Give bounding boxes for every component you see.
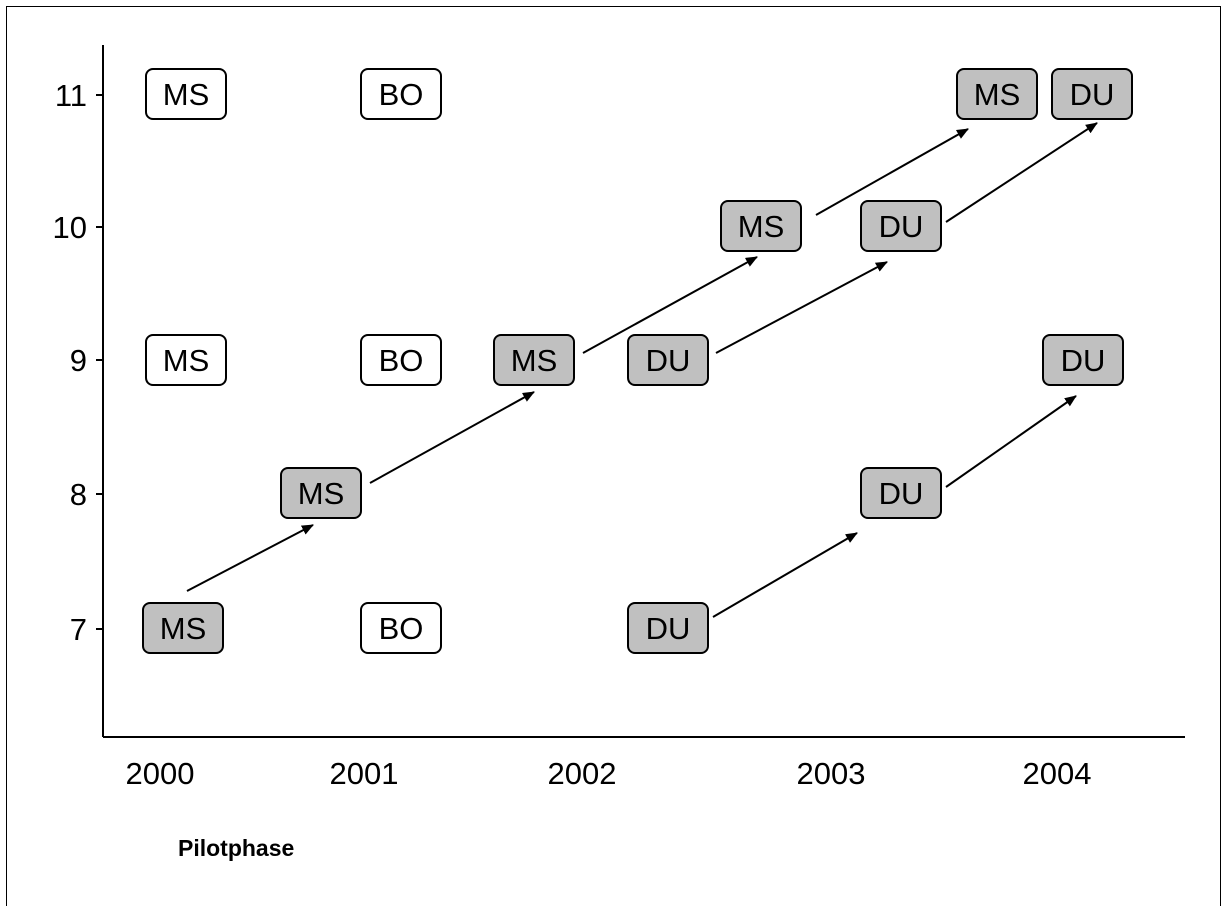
node-box-bo: BO xyxy=(360,68,442,120)
node-box-label: DU xyxy=(646,343,691,378)
node-box-label: DU xyxy=(879,209,924,244)
node-box-label: MS xyxy=(738,209,785,244)
node-box-label: MS xyxy=(974,77,1021,112)
node-box-label: DU xyxy=(1070,77,1115,112)
node-box-rect xyxy=(860,200,942,252)
y-ticks: 7 8 9 10 11 xyxy=(53,78,103,647)
node-box-label: MS xyxy=(160,611,207,646)
progression-arrow xyxy=(715,261,888,354)
node-box-rect xyxy=(360,602,442,654)
node-box-label: DU xyxy=(879,476,924,511)
node-box-rect xyxy=(627,334,709,386)
x-tick-label: 2002 xyxy=(548,756,617,791)
node-box-rect xyxy=(956,68,1038,120)
node-box-du: DU xyxy=(860,467,942,519)
node-box-rect xyxy=(360,334,442,386)
progression-arrow xyxy=(712,532,858,618)
node-box-bo: BO xyxy=(360,334,442,386)
node-box-label: DU xyxy=(646,611,691,646)
pilotphase-label: Pilotphase xyxy=(178,835,295,861)
y-tick-label: 8 xyxy=(70,477,87,512)
progression-arrow xyxy=(186,524,314,592)
node-box-du: DU xyxy=(860,200,942,252)
node-box-rect xyxy=(360,68,442,120)
x-tick-label: 2004 xyxy=(1023,756,1092,791)
node-box-label: MS xyxy=(163,343,210,378)
progression-arrow xyxy=(945,395,1077,488)
node-box-ms: MS xyxy=(956,68,1038,120)
node-box-label: BO xyxy=(379,77,424,112)
diagram-frame xyxy=(6,6,1221,906)
x-ticks: 2000 2001 2002 2003 2004 xyxy=(126,756,1092,791)
node-box-label: BO xyxy=(379,343,424,378)
node-box-rect xyxy=(280,467,362,519)
y-tick-label: 9 xyxy=(70,343,87,378)
node-box-ms: MS xyxy=(720,200,802,252)
boxes-layer: MS BO MS DU MS DU MS BO MS DU DU MS DU MS BO DU xyxy=(142,68,1133,654)
x-tick-label: 2001 xyxy=(330,756,399,791)
node-box-rect xyxy=(145,68,227,120)
node-box-rect xyxy=(145,334,227,386)
node-box-rect xyxy=(1042,334,1124,386)
node-box-rect xyxy=(627,602,709,654)
node-box-du: DU xyxy=(627,602,709,654)
node-box-du: DU xyxy=(627,334,709,386)
node-box-rect xyxy=(720,200,802,252)
y-tick-label: 11 xyxy=(55,78,87,113)
node-box-rect xyxy=(142,602,224,654)
y-tick-label: 10 xyxy=(53,210,87,245)
node-box-label: MS xyxy=(511,343,558,378)
x-tick-label: 2000 xyxy=(126,756,195,791)
node-box-label: MS xyxy=(298,476,345,511)
node-box-ms: MS xyxy=(280,467,362,519)
node-box-rect xyxy=(493,334,575,386)
node-box-du: DU xyxy=(1051,68,1133,120)
progression-arrow xyxy=(945,122,1098,223)
node-box-label: DU xyxy=(1061,343,1106,378)
node-box-rect xyxy=(860,467,942,519)
x-tick-label: 2003 xyxy=(797,756,866,791)
y-tick-label: 7 xyxy=(70,612,87,647)
node-box-ms: MS xyxy=(145,334,227,386)
node-box-ms: MS xyxy=(145,68,227,120)
node-box-ms: MS xyxy=(142,602,224,654)
arrows-layer xyxy=(186,122,1098,618)
node-box-label: MS xyxy=(163,77,210,112)
node-box-du: DU xyxy=(1042,334,1124,386)
progression-arrow xyxy=(815,128,969,216)
node-box-ms: MS xyxy=(493,334,575,386)
progression-arrow xyxy=(582,256,758,354)
progression-arrow xyxy=(369,391,535,484)
node-box-bo: BO xyxy=(360,602,442,654)
node-box-label: BO xyxy=(379,611,424,646)
node-box-rect xyxy=(1051,68,1133,120)
